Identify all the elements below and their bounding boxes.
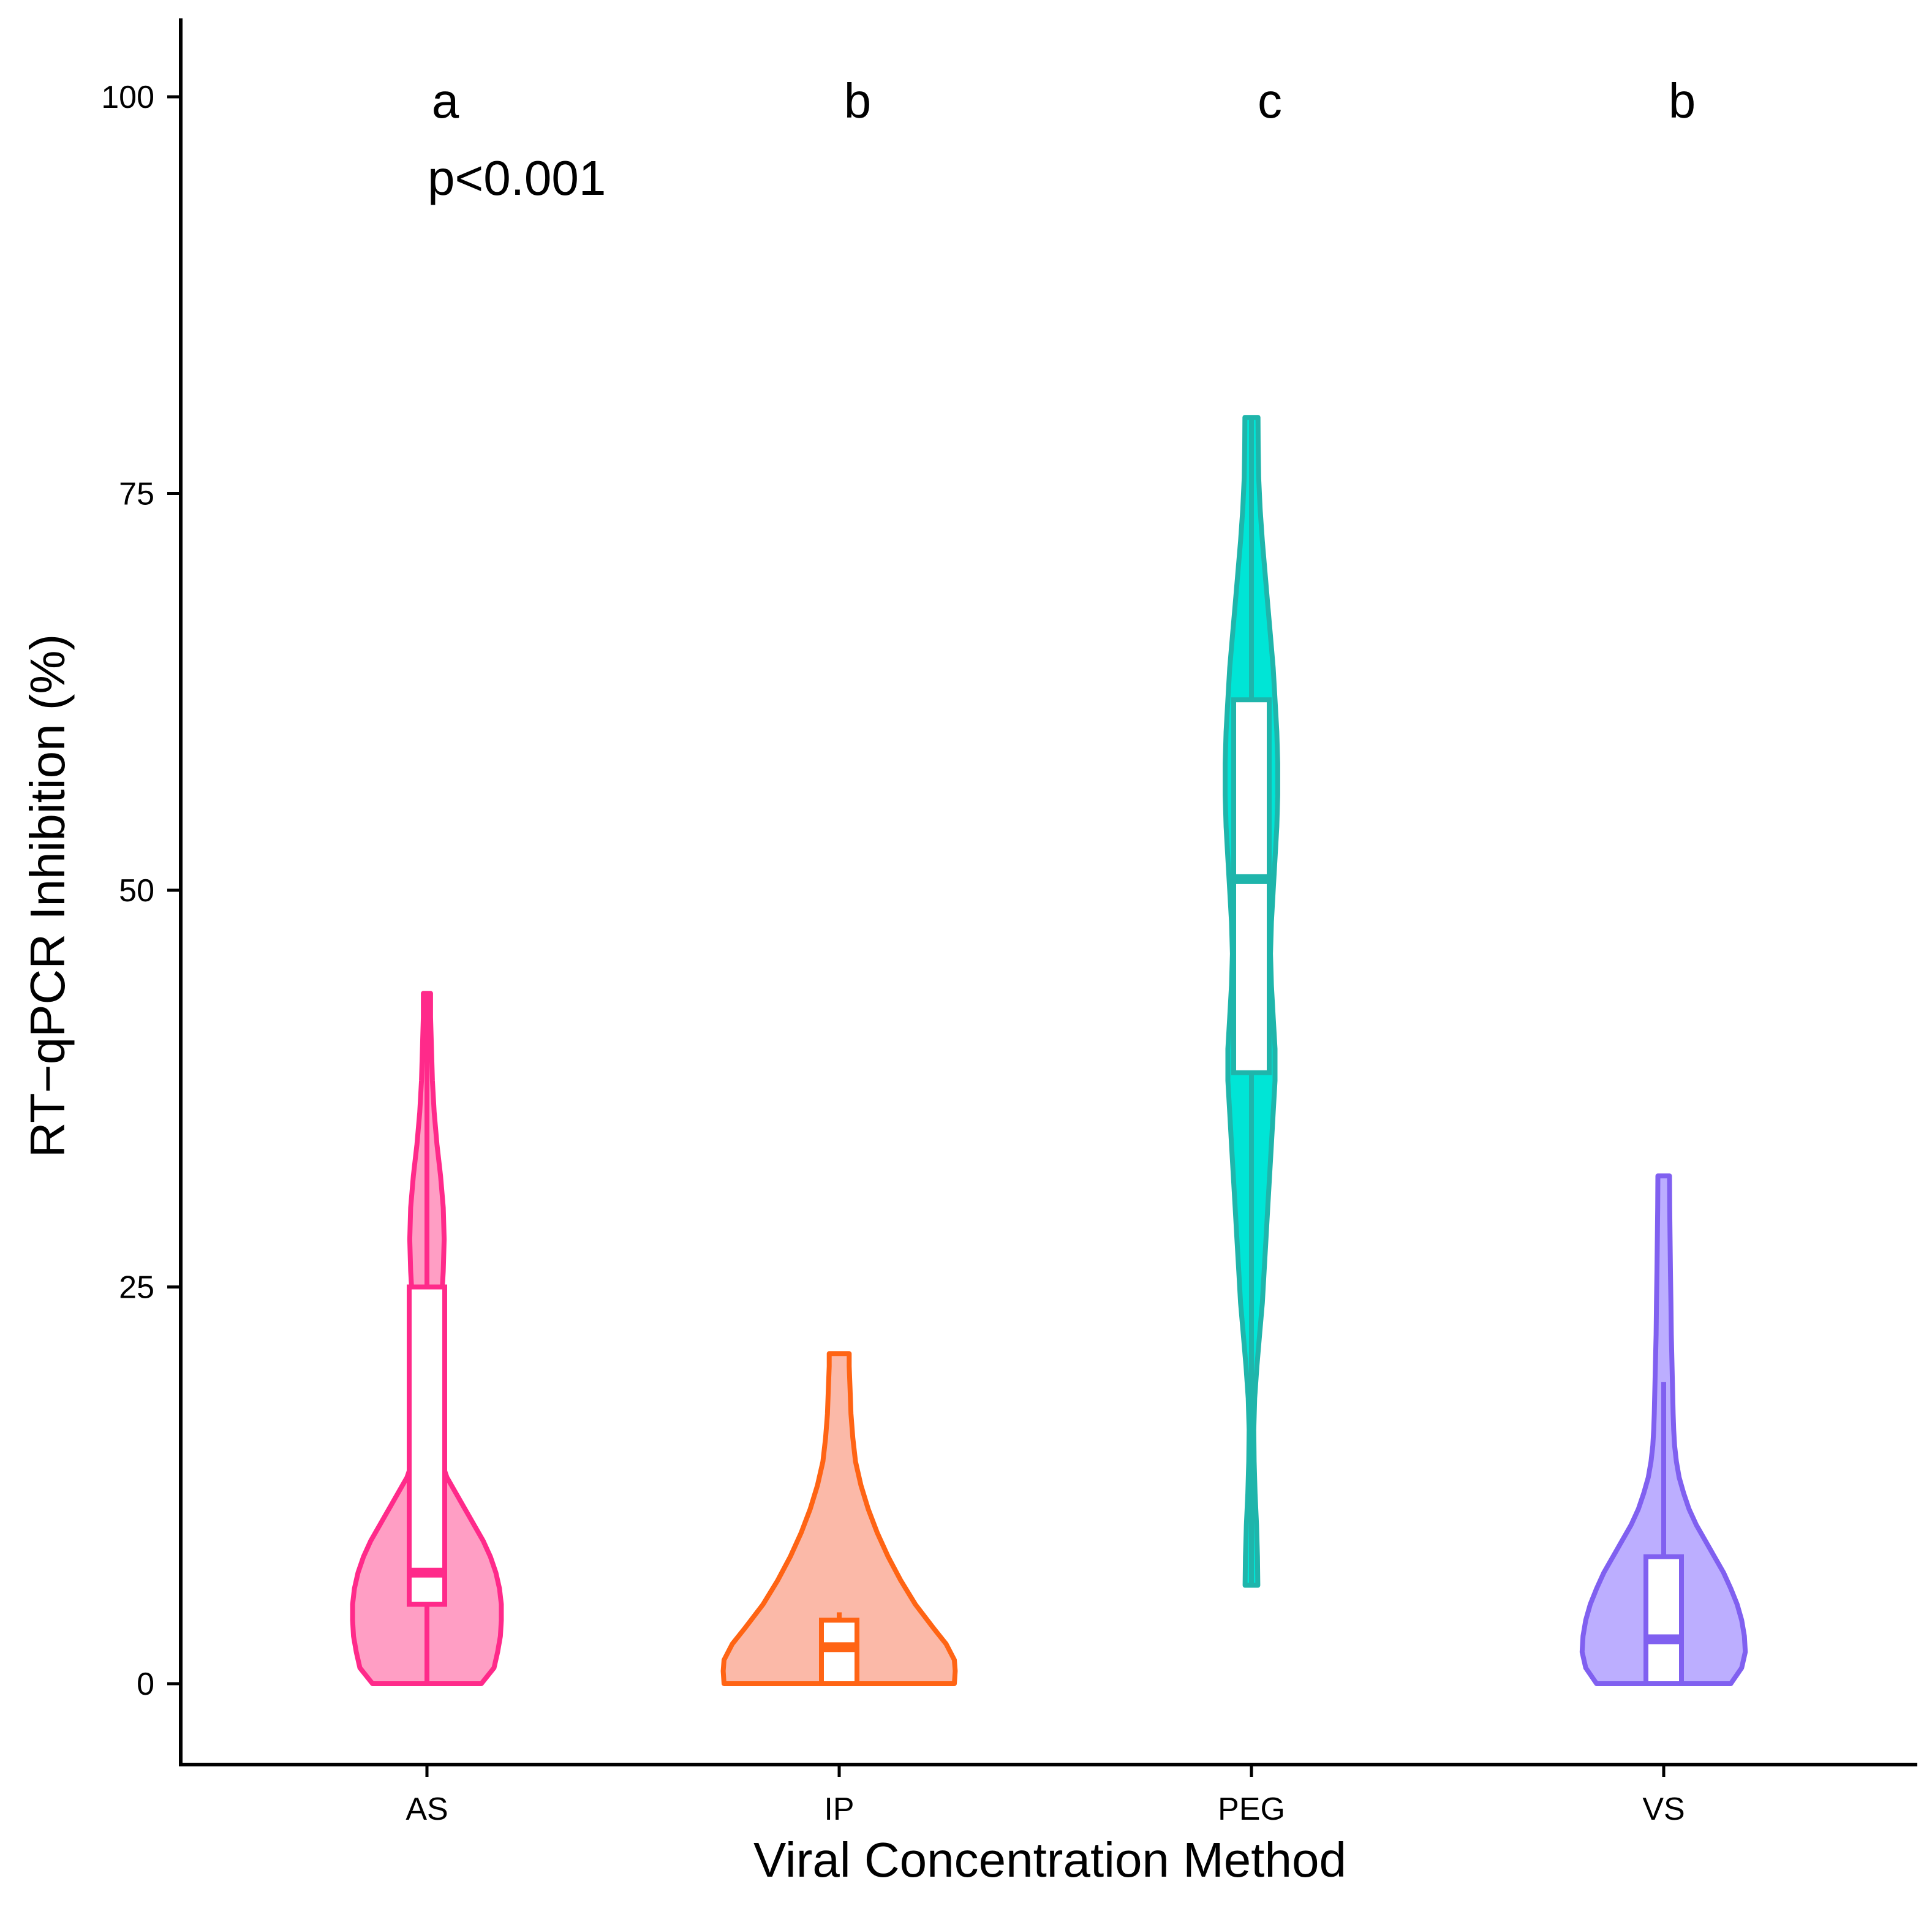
x-tick-label-ip: IP xyxy=(824,1792,854,1827)
box-peg xyxy=(1231,697,1272,1075)
y-tick-label-0: 0 xyxy=(137,1667,154,1702)
box-vs xyxy=(1643,1554,1684,1687)
violin-ip xyxy=(720,1351,958,1686)
x-axis-title: Viral Concentration Method xyxy=(753,1833,1346,1887)
y-tick-label-100: 100 xyxy=(101,80,154,115)
box-as xyxy=(407,1284,447,1607)
y-tick-label-50: 50 xyxy=(119,873,154,909)
y-axis-title: RT−qPCR Inhibition (%) xyxy=(20,634,75,1157)
significance-letter-peg: c xyxy=(1258,74,1282,128)
x-tick-label-peg: PEG xyxy=(1218,1792,1285,1827)
x-tick-label-as: AS xyxy=(406,1792,448,1827)
x-tick-label-vs: VS xyxy=(1642,1792,1685,1827)
significance-letter-ip: b xyxy=(844,74,872,128)
y-tick-label-25: 25 xyxy=(119,1270,154,1306)
axes-layer: AS IP PEG VS 0 25 50 75 100 xyxy=(101,18,1917,1827)
p-value-annotation: p<0.001 xyxy=(428,151,606,205)
y-tick-label-75: 75 xyxy=(119,477,154,512)
significance-letter-as: a xyxy=(432,74,459,128)
significance-letter-vs: b xyxy=(1669,74,1696,128)
